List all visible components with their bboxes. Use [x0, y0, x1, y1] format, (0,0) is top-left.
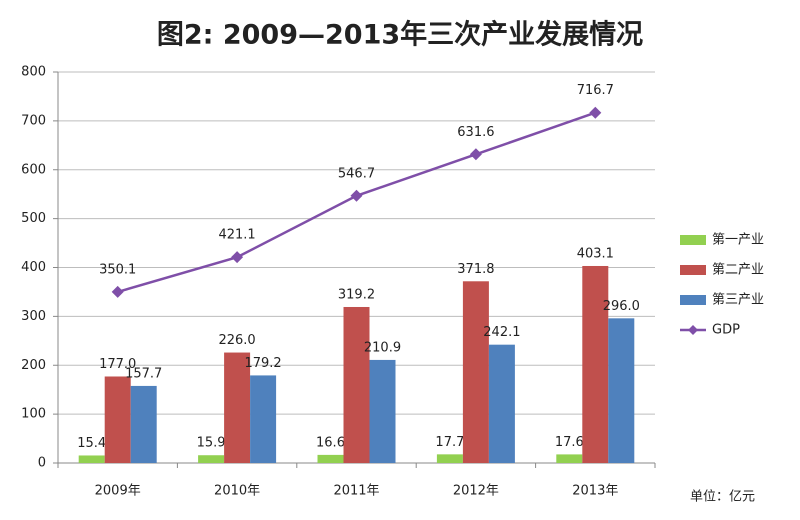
legend-swatch [680, 295, 706, 305]
data-label: 716.7 [577, 83, 614, 98]
y-tick-label: 0 [38, 456, 46, 471]
bar [369, 359, 396, 463]
x-tick-label: 2009年 [95, 484, 141, 499]
data-label: 631.6 [457, 125, 494, 140]
x-tick-label: 2012年 [453, 484, 499, 499]
data-label: 296.0 [603, 299, 640, 314]
data-label: 177.0 [99, 357, 136, 372]
legend-label: 第二产业 [712, 263, 764, 278]
y-tick-label: 100 [21, 407, 46, 422]
data-label: 17.7 [435, 435, 464, 450]
bar [130, 385, 157, 463]
bar [317, 454, 344, 463]
data-label: 546.7 [338, 166, 375, 181]
y-tick-label: 800 [21, 65, 46, 80]
bar [78, 455, 105, 463]
data-label: 371.8 [457, 262, 494, 277]
line-marker [469, 148, 482, 161]
line-marker [350, 189, 363, 202]
bar [608, 318, 635, 463]
data-label: 15.4 [77, 436, 106, 451]
unit-note: 单位：亿元 [690, 490, 755, 505]
bar [198, 455, 225, 463]
y-tick-label: 400 [21, 260, 46, 275]
bar [343, 306, 370, 463]
bar [488, 344, 515, 463]
bar [582, 265, 609, 463]
y-tick-label: 200 [21, 358, 46, 373]
data-label: 403.1 [577, 246, 614, 261]
line-marker [589, 106, 602, 119]
data-label: 350.1 [99, 262, 136, 277]
x-tick-label: 2010年 [214, 484, 260, 499]
data-label: 15.9 [197, 436, 226, 451]
legend-marker [688, 325, 698, 335]
data-label: 319.2 [338, 287, 375, 302]
legend-label: GDP [712, 323, 740, 338]
data-label: 421.1 [218, 228, 255, 243]
bar [104, 376, 131, 463]
legend-label: 第三产业 [712, 293, 764, 308]
data-label: 179.2 [244, 356, 281, 371]
legend-swatch [680, 235, 706, 245]
bar [224, 352, 251, 463]
line-marker [231, 251, 244, 264]
chart-title: 图2: 2009—2013年三次产业发展情况 [157, 19, 643, 51]
line-marker [111, 285, 124, 298]
y-tick-label: 500 [21, 211, 46, 226]
data-label: 157.7 [125, 366, 162, 381]
data-label: 17.6 [555, 435, 584, 450]
y-tick-label: 300 [21, 309, 46, 324]
bar [556, 454, 583, 463]
bar [250, 375, 277, 463]
data-label: 210.9 [364, 340, 401, 355]
data-label: 16.6 [316, 435, 345, 450]
legend-swatch [680, 265, 706, 275]
x-tick-label: 2011年 [333, 484, 379, 499]
bar [462, 281, 489, 463]
y-tick-label: 600 [21, 162, 46, 177]
data-label: 226.0 [218, 333, 255, 348]
data-label: 242.1 [483, 325, 520, 340]
legend-label: 第一产业 [712, 233, 764, 248]
bar [436, 454, 463, 463]
x-tick-label: 2013年 [572, 484, 618, 499]
y-tick-label: 700 [21, 113, 46, 128]
